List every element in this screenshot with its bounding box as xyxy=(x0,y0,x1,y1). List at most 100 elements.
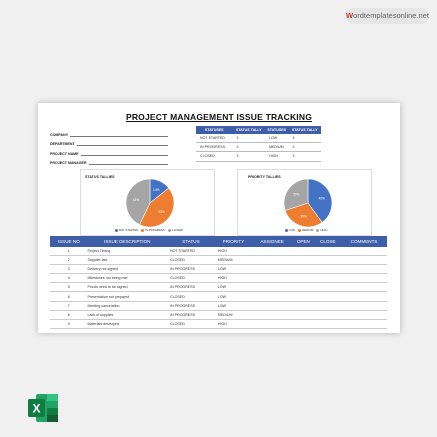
table-cell xyxy=(292,282,315,293)
status-cell: 4 xyxy=(288,134,321,144)
table-cell xyxy=(341,282,387,293)
excel-icon: X xyxy=(27,393,59,423)
watermark-text: ordtemplatesonline.net xyxy=(353,11,429,20)
table-cell: Supplier late xyxy=(87,255,168,266)
table-row: 3 Delivery not signed IN PROGRESS LOW xyxy=(50,264,387,275)
table-cell xyxy=(292,301,315,311)
status-tallies-chart: 14% 43% 43% STATUS TALLIES NOT STARTED IN P… xyxy=(80,169,215,236)
chart-legend: NOT STARTED IN PROGRESS CLOSED xyxy=(81,228,214,232)
table-cell: HIGH xyxy=(214,319,252,329)
table-cell xyxy=(314,310,342,320)
page-title: PROJECT MANAGEMENT ISSUE TRACKING xyxy=(125,112,313,122)
table-cell: IN PROGRESS xyxy=(167,264,215,275)
table-cell xyxy=(252,301,293,311)
table-row: 7 Meeting cancelation IN PROGRESS LOW xyxy=(50,301,387,311)
table-cell: IN PROGRESS xyxy=(167,310,215,320)
watermark-initial: W xyxy=(346,11,354,20)
slice-label: 43% xyxy=(133,198,140,202)
legend-label: NOT STARTED xyxy=(118,228,139,232)
project-info: COMPANY DEPARTMENT PROJECT NAME PROJECT … xyxy=(50,127,168,165)
info-line xyxy=(88,163,168,165)
table-cell xyxy=(341,247,387,257)
status-tally-table: STATUSES STATUS TALLY STATUSES STATUS TA… xyxy=(196,126,321,162)
table-cell xyxy=(314,247,342,257)
table-cell: 8 xyxy=(50,310,88,320)
info-label: PROJECT NAME xyxy=(50,151,79,156)
status-cell: LOW xyxy=(264,134,289,144)
table-cell: 6 xyxy=(50,291,88,302)
slice-label: 30% xyxy=(293,193,300,197)
info-line xyxy=(76,144,168,146)
table-cell xyxy=(252,247,293,257)
status-cell: HIGH xyxy=(264,151,289,162)
priority-pie-svg: 40% 30% 30% xyxy=(283,178,333,228)
table-cell: LOW xyxy=(214,282,252,293)
status-row: NOT STARTED 1 LOW 4 xyxy=(196,134,321,144)
table-cell: 3 xyxy=(50,264,88,275)
table-cell xyxy=(341,264,387,275)
legend-label: LOW xyxy=(288,228,296,232)
table-cell: CLOSED xyxy=(167,273,215,284)
table-cell: 2 xyxy=(50,255,88,266)
table-cell: Materials destroyed xyxy=(87,319,168,329)
table-row: 9 Materials destroyed CLOSED HIGH xyxy=(50,319,387,329)
pie-slice xyxy=(283,178,309,211)
table-cell xyxy=(314,255,342,266)
column-header: STATUSES xyxy=(264,126,289,134)
column-header: STATUS TALLY xyxy=(288,126,321,134)
table-cell xyxy=(292,310,315,320)
column-header: ASSIGNEE xyxy=(252,236,293,247)
table-cell xyxy=(252,310,293,320)
table-cell: 9 xyxy=(50,319,88,329)
slice-label: 14% xyxy=(153,188,160,192)
table-cell xyxy=(252,319,293,329)
status-cell: IN PROGRESS xyxy=(196,142,233,153)
table-cell: MEDIUM xyxy=(214,255,252,266)
table-cell xyxy=(314,301,342,311)
table-cell: IN PROGRESS xyxy=(167,301,215,311)
table-cell xyxy=(292,273,315,284)
table-cell: Milestones not being met xyxy=(87,273,168,284)
excel-letter: X xyxy=(32,402,40,416)
legend-label: IN PROGRESS xyxy=(145,228,165,232)
table-cell: CLOSED xyxy=(167,291,215,302)
status-row: IN PROGRESS 3 MEDIUM 3 xyxy=(196,142,321,153)
table-cell: 5 xyxy=(50,282,88,293)
table-cell xyxy=(341,291,387,302)
chart-title: PRIORITY TALLIES xyxy=(248,175,281,179)
table-cell xyxy=(292,291,315,302)
column-header: STATUS xyxy=(167,236,215,247)
legend-label: MEDIUM xyxy=(302,228,314,232)
table-cell: LOW xyxy=(214,301,252,311)
table-cell: CLOSED xyxy=(167,255,215,266)
table-cell: Proofs need to be signed xyxy=(87,282,168,293)
table-cell: CLOSED xyxy=(167,319,215,329)
table-cell: 4 xyxy=(50,273,88,284)
chart-legend: LOW MEDIUM HIGH xyxy=(238,228,371,232)
table-cell xyxy=(252,291,293,302)
table-cell xyxy=(341,301,387,311)
status-cell: 1 xyxy=(232,134,265,144)
column-header: ISSUE NO xyxy=(50,236,88,247)
column-header: COMMENTS xyxy=(341,236,387,247)
table-cell: Delivery not signed xyxy=(87,264,168,275)
table-row: 6 Presentation not prepared CLOSED LOW xyxy=(50,291,387,302)
status-cell: NOT STARTED xyxy=(196,134,233,144)
table-cell xyxy=(314,273,342,284)
table-row: 8 Lack of supplies IN PROGRESS MEDIUM xyxy=(50,310,387,320)
info-line xyxy=(80,154,168,156)
table-row: 2 Supplier late CLOSED MEDIUM xyxy=(50,255,387,266)
table-cell: HIGH xyxy=(214,273,252,284)
table-row: 4 Milestones not being met CLOSED HIGH xyxy=(50,273,387,284)
column-header: STATUSES xyxy=(196,126,233,134)
table-cell: Presentation not prepared xyxy=(87,291,168,302)
info-label: COMPANY xyxy=(50,132,69,137)
slice-label: 40% xyxy=(318,197,325,201)
table-cell xyxy=(341,310,387,320)
slice-label: 30% xyxy=(300,215,307,219)
slice-label: 43% xyxy=(158,210,165,214)
table-cell xyxy=(314,282,342,293)
table-cell xyxy=(292,255,315,266)
table-cell: 1 xyxy=(50,247,88,257)
status-cell: CLOSED xyxy=(196,151,233,162)
